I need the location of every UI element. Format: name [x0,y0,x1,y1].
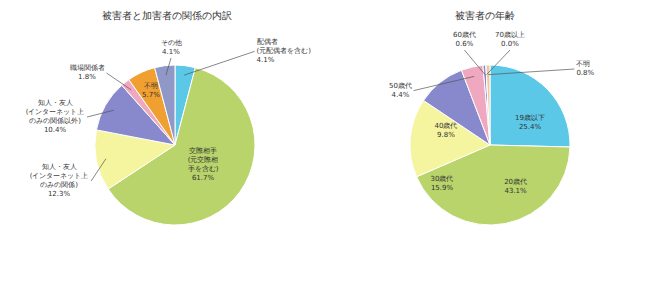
svg-text:不明0.8%: 不明0.8% [576,60,594,77]
svg-text:配偶者(元配偶者を含む)4.1%: 配偶者(元配偶者を含む)4.1% [257,38,312,64]
html-text:被害者の年齢: 被害者の年齢 [455,10,515,21]
svg-text:その他4.1%: その他4.1% [161,39,182,56]
svg-text:40歳代9.8%: 40歳代9.8% [435,122,458,139]
svg-text:職場関係者1.8%: 職場関係者1.8% [70,64,105,81]
svg-text:20歳代43.1%: 20歳代43.1% [504,178,527,195]
svg-text:知人・友人(インターネット上のみの関係以外)10.4%: 知人・友人(インターネット上のみの関係以外)10.4% [26,99,85,134]
svg-text:50歳代4.4%: 50歳代4.4% [389,82,412,99]
svg-text:30歳代15.9%: 30歳代15.9% [431,175,454,192]
svg-text:19歳以下25.4%: 19歳以下25.4% [515,114,545,131]
svg-text:70歳以上0.0%: 70歳以上0.0% [495,31,525,48]
html-text:被害者と加害者の関係の内訳: 被害者と加害者の関係の内訳 [102,10,232,21]
svg-text:不明5.7%: 不明5.7% [142,82,160,99]
svg-text:知人・友人(インターネット上のみの関係)12.3%: 知人・友人(インターネット上のみの関係)12.3% [30,163,89,198]
svg-text:交際相手(元交際相手を含む)61.7%: 交際相手(元交際相手を含む)61.7% [188,147,219,182]
svg-text:60歳代0.6%: 60歳代0.6% [453,31,476,48]
